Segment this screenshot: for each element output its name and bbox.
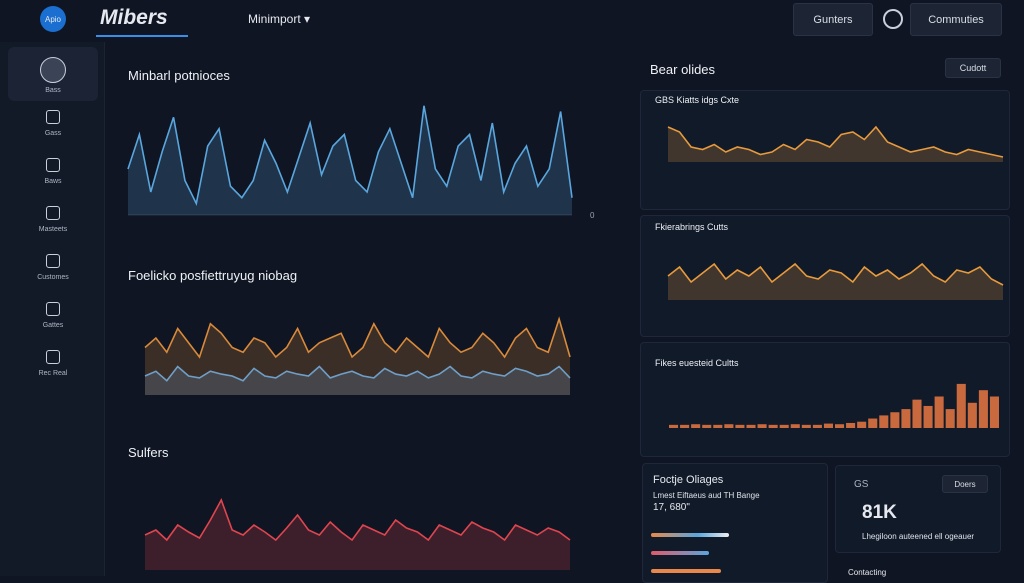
bar [835, 424, 845, 428]
line [667, 125, 1004, 158]
area [668, 264, 1003, 300]
bar [823, 423, 833, 428]
sidebar-icon [46, 110, 60, 124]
bar [989, 396, 999, 428]
bar [934, 396, 944, 428]
sidebar-label: Customes [37, 274, 69, 281]
bar [691, 424, 701, 428]
bar [790, 424, 800, 428]
chart-title: Foelicko posfiettruyug niobag [128, 268, 297, 283]
section-button[interactable]: Cudott [945, 58, 1001, 78]
menu-label: Minimport [248, 12, 301, 26]
line [127, 105, 573, 206]
bar [680, 424, 690, 428]
bar [846, 422, 856, 428]
area [668, 127, 1003, 162]
sidebar-item[interactable]: Customes [8, 248, 98, 294]
sidebar-label: Gattes [42, 322, 64, 329]
sidebar-item[interactable]: Gattes [8, 296, 98, 342]
sidebar-icon [46, 350, 60, 364]
chart-panel [640, 342, 1010, 457]
chart-title: Sulfers [128, 445, 169, 460]
bar [923, 405, 933, 428]
progress-bar [651, 533, 729, 537]
bar [702, 424, 712, 428]
sidebar-item[interactable]: Gass [8, 104, 98, 150]
bar [857, 421, 867, 428]
sidebar-label: Gass [44, 130, 62, 137]
card-value: 81K [862, 502, 897, 523]
card-subtitle: Lmest Eiftaeus aud TH Bange [653, 491, 760, 500]
section-title: Bear olides [650, 62, 716, 77]
bar [890, 412, 900, 428]
sidebar-label: Masteets [38, 226, 68, 233]
card-button[interactable]: Doers [942, 475, 988, 493]
card: Foctje Oliages Lmest Eiftaeus aud TH Ban… [642, 463, 828, 583]
header-button[interactable]: Commuties [910, 3, 1002, 36]
bar [724, 424, 734, 428]
footer-label: Contacting [848, 568, 887, 577]
line [144, 498, 571, 542]
line [144, 316, 571, 359]
sidebar-icon [46, 302, 60, 316]
progress-bar [651, 569, 721, 573]
bar [879, 415, 889, 428]
bar [956, 383, 966, 428]
sidebar [0, 42, 105, 576]
bar [978, 390, 988, 428]
bar [901, 409, 911, 428]
bar [945, 409, 955, 428]
icon-button[interactable] [883, 9, 903, 29]
bar [967, 402, 977, 428]
bar [801, 424, 811, 428]
bar [812, 424, 822, 428]
sidebar-label: Bass [45, 87, 61, 94]
chart-title: Fkierabrings Cutts [655, 222, 729, 232]
bar [768, 424, 778, 428]
card-caption: Lhegiloon auteened ell ogeauer [862, 532, 975, 541]
area [145, 500, 570, 570]
sidebar-icon [46, 254, 60, 268]
bar [757, 424, 767, 428]
line [144, 365, 571, 382]
bar [912, 399, 922, 428]
chart-title: Fikes euesteid Cultts [655, 358, 739, 368]
bar [868, 418, 878, 428]
chart-title: Minbarl potnioces [128, 68, 230, 83]
chart-panel [640, 215, 1010, 337]
bar [669, 424, 679, 428]
y-tick-label: 0 [590, 211, 595, 220]
bar [735, 424, 745, 428]
title-underline [96, 35, 188, 37]
sidebar-icon [46, 158, 60, 172]
sidebar-label: Rec Real [38, 370, 68, 377]
bar [779, 424, 789, 428]
chart-title: GBS Kiatts idgs Cxte [655, 95, 739, 105]
sidebar-item[interactable]: Bass [8, 47, 98, 101]
sidebar-item[interactable]: Baws [8, 152, 98, 198]
progress-bar [651, 551, 709, 555]
line [667, 262, 1004, 286]
sidebar-label: Baws [44, 178, 62, 185]
sidebar-item[interactable]: Rec Real [8, 344, 98, 390]
sidebar-icon [40, 57, 66, 83]
area [145, 366, 570, 395]
sidebar-item[interactable]: Masteets [8, 200, 98, 246]
card-value: 17, 680" [653, 502, 690, 513]
sidebar-icon [46, 206, 60, 220]
logo[interactable]: Apio [40, 6, 66, 32]
menu[interactable]: Minimport ▾ [248, 12, 311, 26]
bar [746, 424, 756, 428]
card: GS Doers 81K Lhegiloon auteened ell ogea… [835, 465, 1001, 553]
header-button[interactable]: Gunters [793, 3, 873, 36]
card-title: Foctje Oliages [653, 474, 724, 486]
card-title: GS [854, 479, 869, 490]
bar [713, 424, 723, 428]
app-title: Mibers [100, 6, 168, 29]
